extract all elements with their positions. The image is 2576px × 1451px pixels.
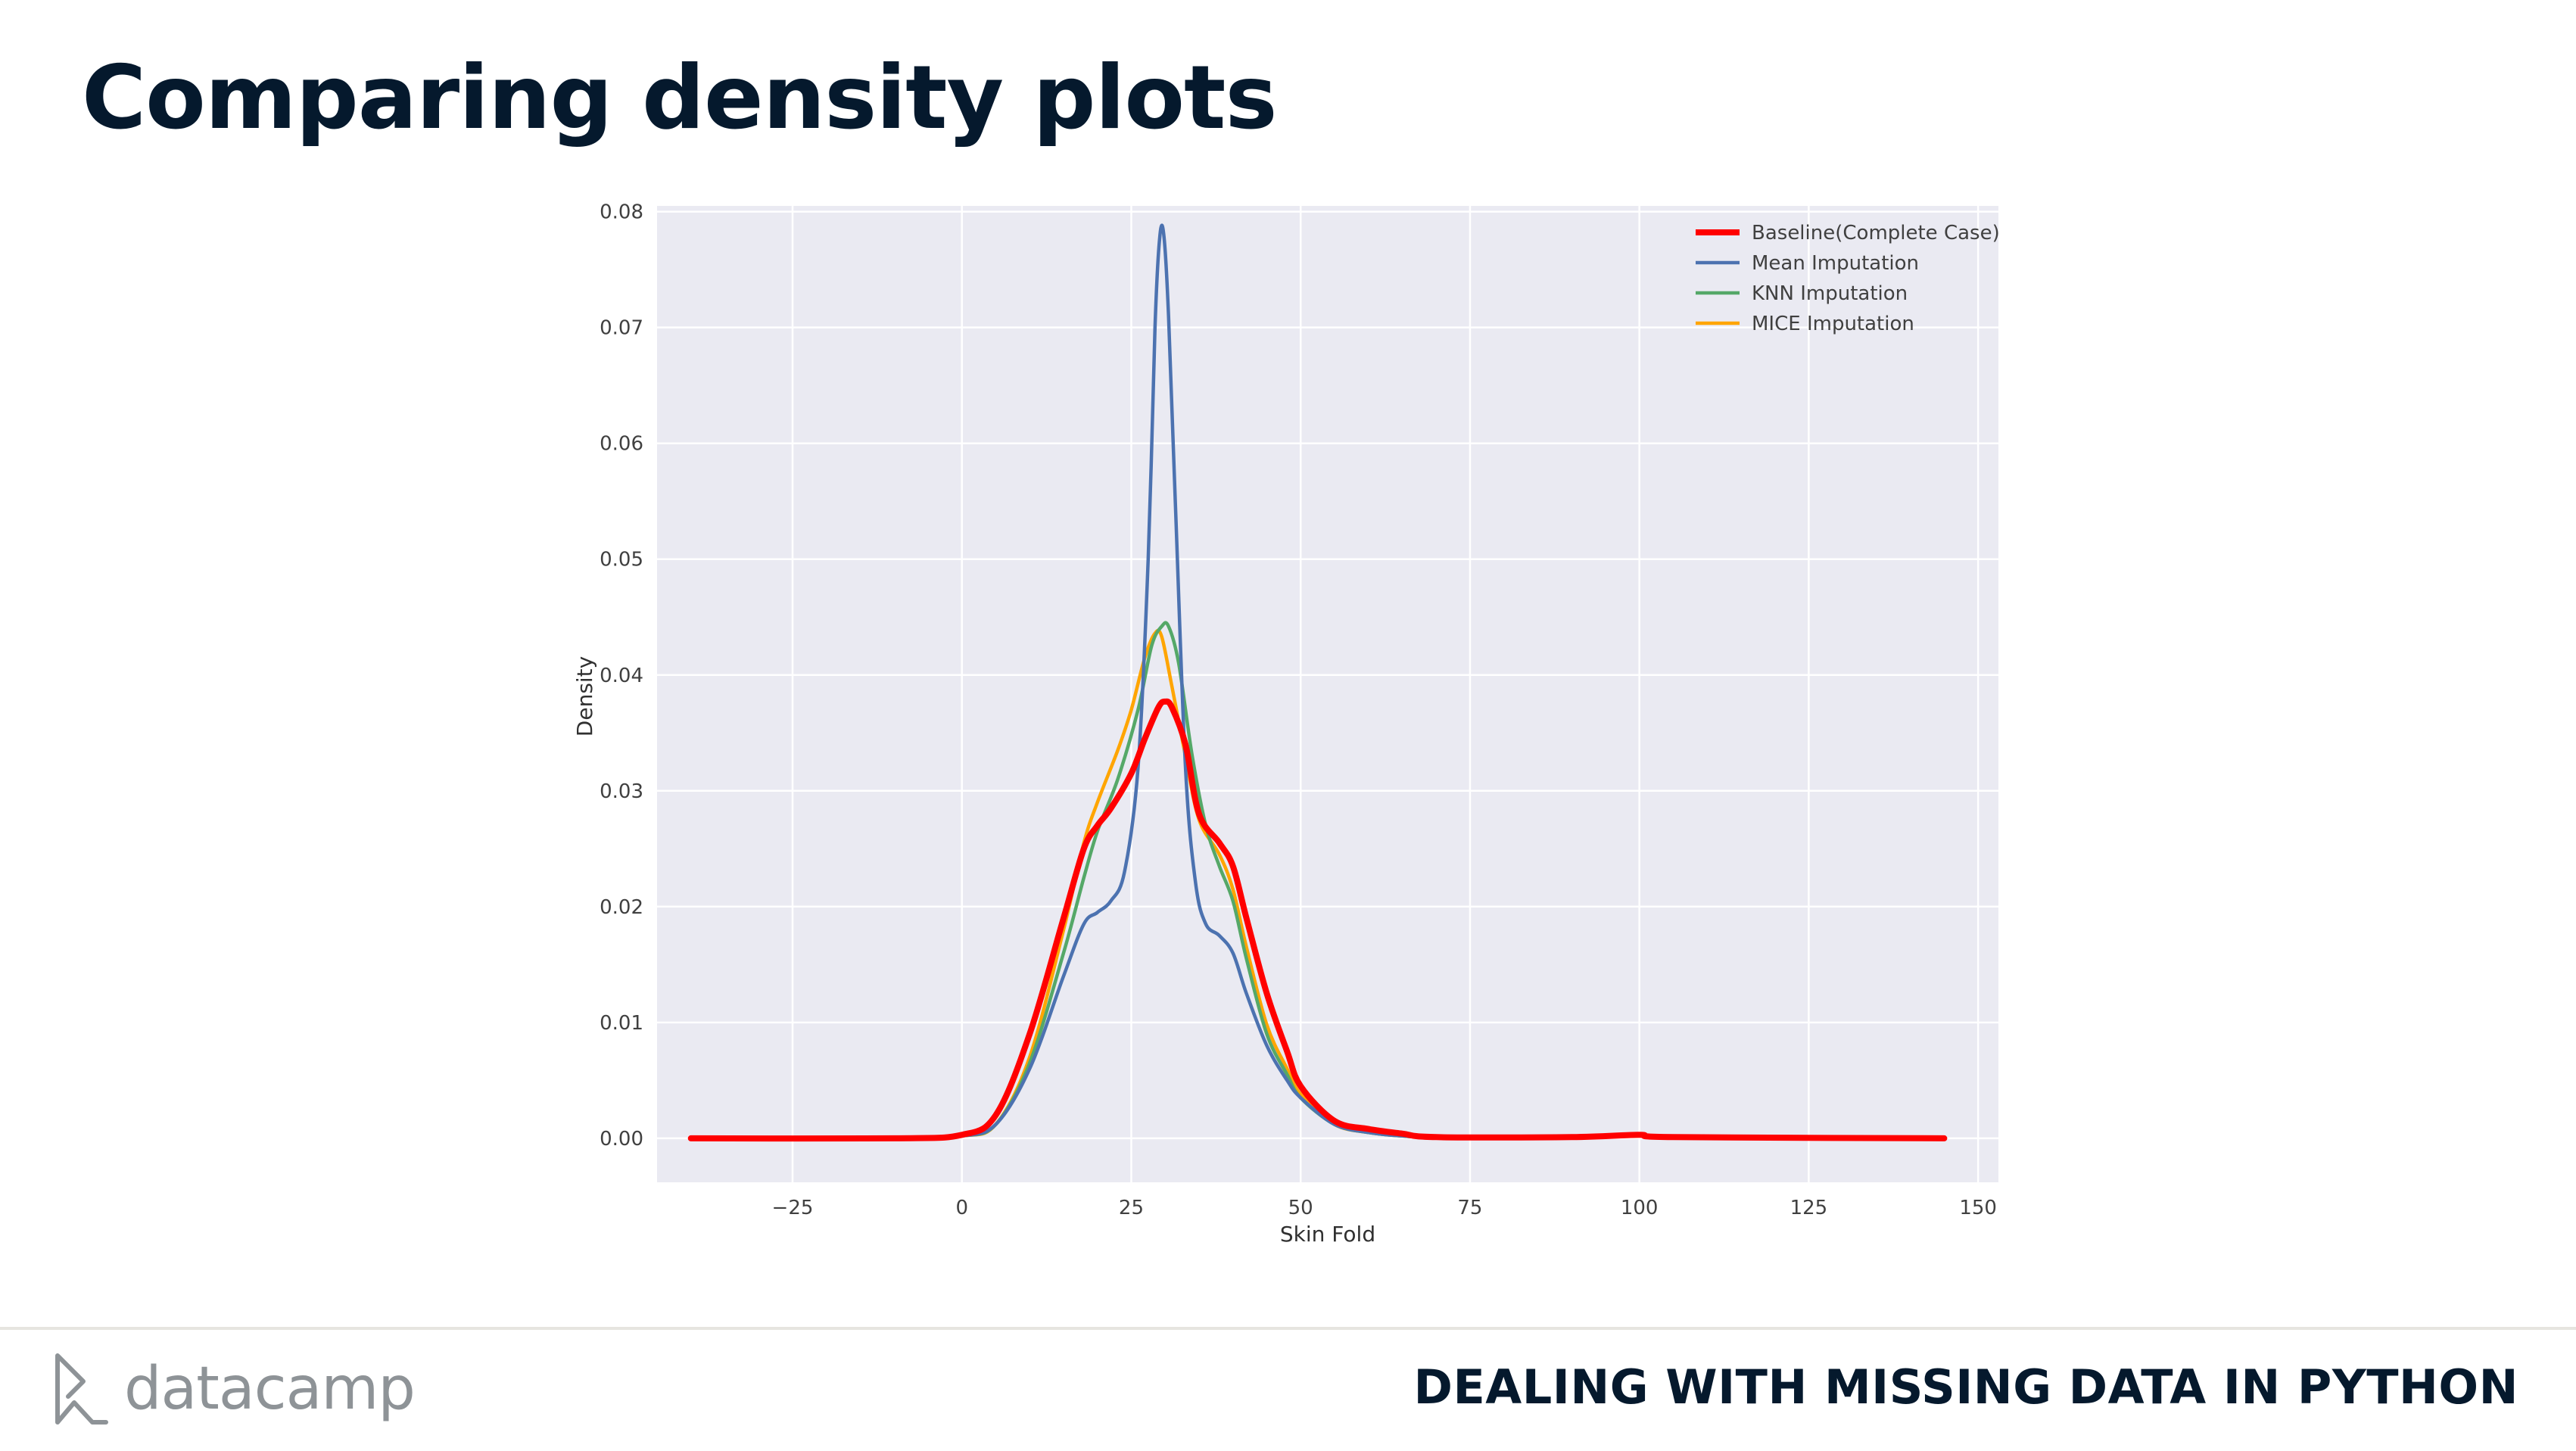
x-tick-label: 50 — [1288, 1197, 1313, 1219]
plot-background — [657, 206, 1998, 1182]
y-tick-label: 0.02 — [600, 896, 643, 919]
y-tick-label: 0.05 — [600, 549, 643, 571]
legend-label: KNN Imputation — [1752, 282, 1908, 305]
x-tick-label: 100 — [1621, 1197, 1659, 1219]
y-tick-label: 0.00 — [600, 1128, 643, 1151]
y-tick-label: 0.07 — [600, 317, 643, 340]
course-title: DEALING WITH MISSING DATA IN PYTHON — [1413, 1359, 2518, 1415]
x-axis-ticks: −25 0 25 50 75 100 125 150 — [772, 1197, 1997, 1219]
series-line-baseline-complete-case — [687, 698, 1948, 1142]
legend-label: Baseline(Complete Case) — [1752, 222, 2000, 244]
y-tick-label: 0.01 — [600, 1012, 643, 1035]
x-tick-label: 0 — [955, 1197, 968, 1219]
x-tick-label: 150 — [1959, 1197, 1997, 1219]
y-axis-label: Density — [572, 656, 597, 736]
legend-label: MICE Imputation — [1752, 313, 1914, 335]
slide-title: Comparing density plots — [82, 47, 1278, 149]
footer-brand-text: datacamp — [124, 1355, 416, 1423]
series-lines — [687, 223, 1948, 1142]
x-tick-label: 25 — [1119, 1197, 1144, 1219]
footer-logo: datacamp — [53, 1347, 416, 1431]
legend-label: Mean Imputation — [1752, 252, 1919, 275]
y-tick-label: 0.06 — [600, 433, 643, 456]
x-tick-label: 75 — [1457, 1197, 1482, 1219]
y-tick-label: 0.03 — [600, 780, 643, 803]
x-tick-label: 125 — [1790, 1197, 1828, 1219]
datacamp-logo-icon — [55, 1353, 108, 1425]
y-axis-ticks: 0.00 0.01 0.02 0.03 0.04 0.05 0.06 0.07 0.08 — [600, 201, 643, 1151]
footer-divider — [0, 1327, 2576, 1330]
legend: Baseline(Complete Case) Mean Imputation KN… — [1696, 222, 2000, 335]
x-axis-label: Skin Fold — [1280, 1222, 1375, 1247]
y-tick-label: 0.08 — [600, 201, 643, 224]
x-tick-label: −25 — [772, 1197, 814, 1219]
y-tick-label: 0.04 — [600, 665, 643, 687]
